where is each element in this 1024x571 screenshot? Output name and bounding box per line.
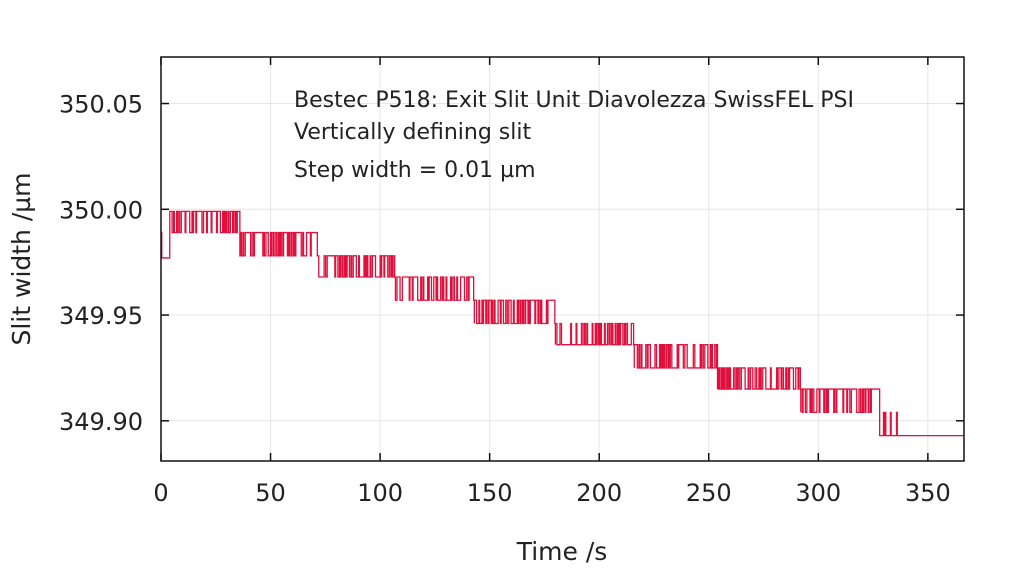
x-axis-label: Time /s — [516, 537, 608, 566]
x-tick-label: 50 — [255, 479, 286, 507]
x-tick-label: 0 — [153, 479, 168, 507]
annotation-line-2: Vertically defining slit — [294, 120, 531, 145]
plot-frame — [160, 56, 965, 462]
y-tick-label: 350.05 — [59, 91, 143, 119]
ticks: 0 50 100 150 200 250 300 350 349.90 349.95 350.00 3… — [59, 57, 964, 507]
x-tick-label: 300 — [795, 479, 841, 507]
x-tick-label: 100 — [357, 479, 403, 507]
x-tick-label: 250 — [686, 479, 732, 507]
y-tick-label: 349.90 — [59, 408, 143, 436]
y-axis-label: Slit width /µm — [7, 172, 36, 345]
x-tick-label: 150 — [467, 479, 513, 507]
x-tick-label: 200 — [576, 479, 622, 507]
grid — [160, 57, 964, 461]
annotation-line-1: Bestec P518: Exit Slit Unit Diavolezza S… — [294, 88, 854, 113]
y-tick-label: 349.95 — [59, 302, 143, 330]
x-tick-label: 350 — [905, 479, 951, 507]
series-line-slit-width — [161, 210, 964, 437]
annotation-line-3: Step width = 0.01 µm — [294, 158, 536, 183]
y-tick-label: 350.00 — [59, 196, 143, 224]
